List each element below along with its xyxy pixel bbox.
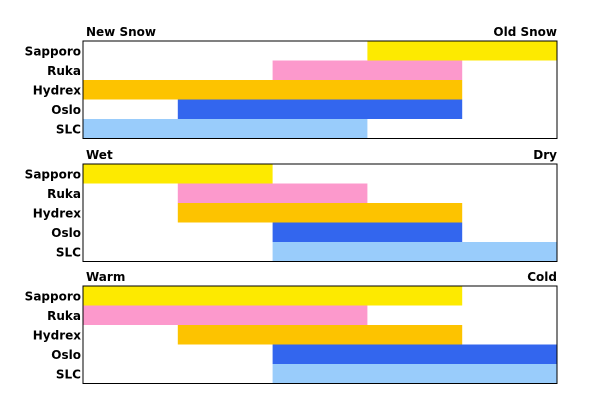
bar-hydrex — [177, 325, 463, 345]
category-label: Ruka — [47, 309, 81, 323]
panel-right-label: Dry — [533, 148, 557, 162]
bar-sapporo — [83, 286, 463, 306]
bar-oslo — [177, 99, 463, 119]
bar-sapporo — [367, 41, 557, 61]
bar-slc — [83, 119, 368, 139]
category-label: Hydrex — [33, 83, 82, 97]
panel-left-label: New Snow — [86, 25, 156, 39]
panel-right-label: Cold — [527, 270, 557, 284]
category-label: Ruka — [47, 187, 81, 201]
panel-2: Wet Dry Sapporo Ruka Hydrex Oslo SLC — [25, 148, 558, 262]
category-label: SLC — [56, 245, 81, 259]
panel-left-label: Warm — [86, 270, 125, 284]
category-label: Oslo — [51, 348, 81, 362]
plot-frame — [82, 40, 558, 139]
panel-left-label: Wet — [86, 148, 113, 162]
bar-hydrex — [83, 80, 463, 100]
category-label: Sapporo — [25, 44, 81, 58]
panel-3: Warm Cold Sapporo Ruka Hydrex Oslo SLC — [25, 270, 558, 384]
category-label: Hydrex — [33, 206, 82, 220]
bar-oslo — [272, 222, 463, 242]
panel-right-label: Old Snow — [493, 25, 557, 39]
bar-slc — [272, 364, 557, 384]
category-label: Hydrex — [33, 328, 82, 342]
bar-oslo — [272, 344, 557, 364]
bar-ruka — [272, 60, 463, 80]
plot-frame — [82, 285, 558, 384]
bar-ruka — [177, 183, 368, 203]
category-label: SLC — [56, 122, 81, 136]
category-label: Sapporo — [25, 167, 81, 181]
bar-sapporo — [83, 164, 273, 184]
bar-ruka — [83, 305, 368, 325]
category-label: Oslo — [51, 103, 81, 117]
category-label: SLC — [56, 367, 81, 381]
category-label: Sapporo — [25, 289, 81, 303]
bar-slc — [272, 242, 557, 262]
panel-1: New Snow Old Snow Sapporo Ruka Hydrex Oslo SLC — [25, 25, 558, 139]
plot-frame — [82, 163, 558, 262]
category-label: Ruka — [47, 64, 81, 78]
category-label: Oslo — [51, 226, 81, 240]
bar-hydrex — [177, 203, 463, 223]
